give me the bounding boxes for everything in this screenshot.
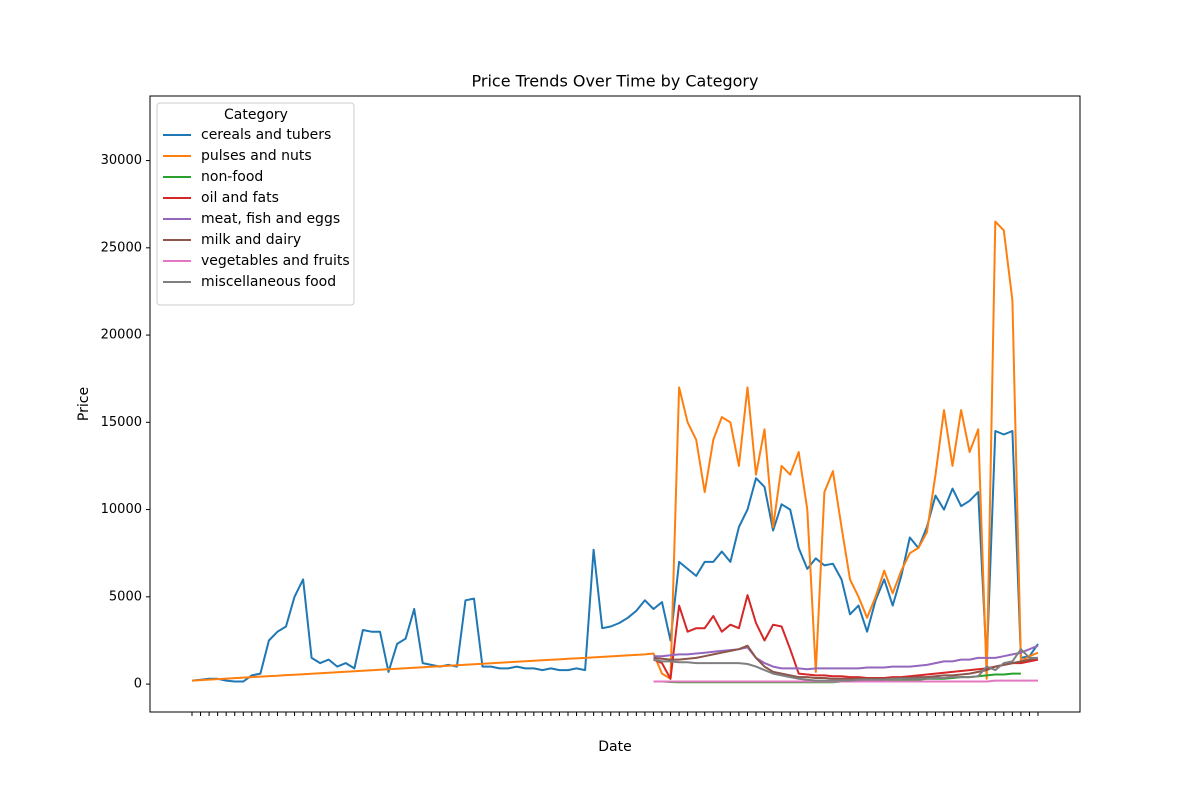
y-tick-label: 0 [134, 677, 142, 692]
legend-title: Category [224, 107, 288, 123]
series-line [191, 430, 1039, 683]
series-line [653, 648, 1038, 682]
y-tick-label: 10000 [101, 502, 142, 517]
y-tick-label: 20000 [101, 328, 142, 343]
y-tick-label: 5000 [109, 589, 142, 604]
y-axis-label: Price [76, 387, 92, 421]
legend-label: meat, fish and eggs [201, 211, 340, 227]
chart-title: Price Trends Over Time by Category [472, 72, 759, 91]
legend-label: miscellaneous food [201, 274, 336, 290]
legend-label: oil and fats [201, 190, 279, 206]
y-tick-label: 25000 [101, 240, 142, 255]
x-axis-label: Date [598, 739, 631, 755]
series-line [653, 594, 1039, 680]
legend-label: milk and dairy [201, 232, 301, 248]
y-tick-label: 30000 [101, 153, 142, 168]
series-line [653, 644, 1039, 671]
legend-label: vegetables and fruits [201, 253, 350, 269]
axes-frame [149, 95, 1081, 713]
legend-label: pulses and nuts [201, 148, 312, 164]
legend: Category cereals and tubers pulses and nut… [156, 102, 355, 306]
legend-label: non-food [201, 169, 263, 185]
series-line [191, 220, 1039, 682]
series-line [653, 644, 1039, 680]
y-tick-label: 15000 [101, 415, 142, 430]
legend-label: cereals and tubers [201, 127, 331, 143]
legend-box [156, 102, 355, 306]
